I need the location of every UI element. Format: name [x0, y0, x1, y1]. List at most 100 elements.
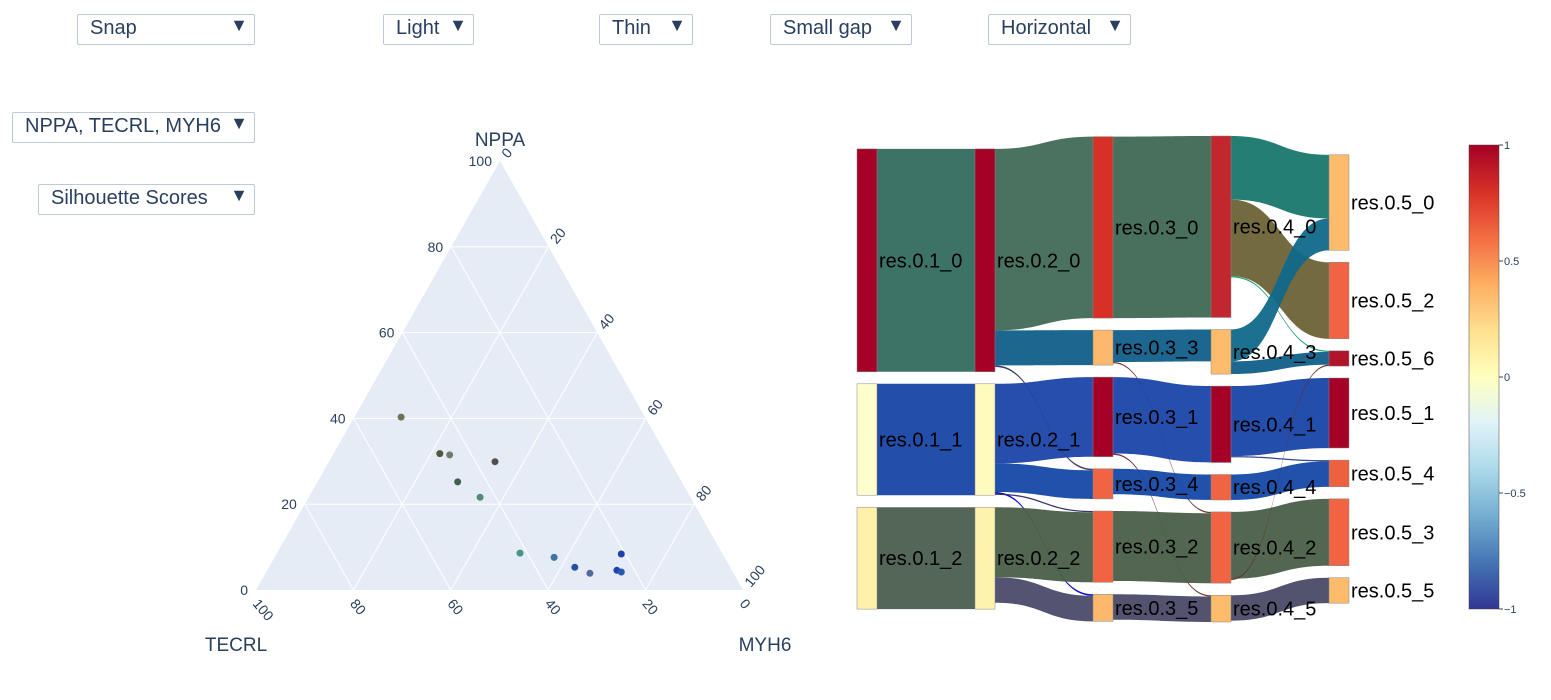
sankey-link	[877, 383, 975, 496]
c-tick-label: 60	[644, 396, 666, 418]
sankey-node-label: res.0.5_5	[1351, 580, 1434, 602]
sankey-node-label: res.0.3_3	[1115, 338, 1198, 360]
a-tick-label: 100	[469, 153, 493, 169]
sankey-node-label: res.0.2_2	[997, 548, 1080, 570]
genes-dropdown-label: NPPA, TECRL, MYH6	[25, 115, 221, 137]
sankey-node	[856, 383, 878, 496]
sankey-node-label: res.0.5_1	[1351, 403, 1434, 425]
sankey-node-label: res.0.4_3	[1233, 342, 1316, 364]
sankey-node	[974, 506, 996, 610]
sankey-nodes: res.0.1_0 res.0.1_1 res.0.1_2 res.0.2_0 res.…	[856, 135, 1434, 623]
sankey-link	[1231, 378, 1329, 457]
sankey-link	[1113, 594, 1211, 622]
colorbar: 1 0.5 0 −0.5 −1	[1468, 140, 1526, 616]
b-tick-label: 80	[347, 596, 369, 618]
gridline-c	[450, 332, 598, 591]
sankey-node-label: res.0.4_2	[1233, 538, 1316, 560]
thickness-dropdown-label: Thin	[612, 17, 651, 39]
sankey-node	[1092, 594, 1114, 622]
c-tick-label: 100	[741, 562, 768, 590]
ternary-point	[550, 553, 558, 561]
genes-dropdown[interactable]: NPPA, TECRL, MYH6 ▼	[12, 112, 255, 143]
c-tick-label: 20	[547, 224, 569, 246]
sankey-node	[856, 148, 878, 373]
sankey-node	[1328, 154, 1350, 251]
thickness-dropdown[interactable]: Thin ▼	[599, 14, 693, 45]
sankey-node	[1092, 510, 1114, 583]
a-tick-label: 60	[379, 325, 395, 341]
sankey-link	[1231, 352, 1329, 375]
sankey-node-label: res.0.5_6	[1351, 348, 1434, 370]
sankey-node	[1328, 577, 1350, 604]
sankey-node-label: res.0.1_0	[879, 250, 962, 272]
sankey-node	[1092, 468, 1114, 500]
sankey-link	[1113, 329, 1211, 362]
b-tick-label: 0	[737, 596, 754, 612]
colorbar-scale	[1468, 144, 1500, 610]
sankey-node	[1210, 511, 1232, 584]
ternary-point	[571, 563, 579, 571]
colorbar-tick-label: −1	[1504, 604, 1517, 616]
ternary-point	[586, 569, 594, 577]
colorbar-tick-label: −0.5	[1504, 488, 1526, 500]
theme-dropdown[interactable]: Light ▼	[383, 14, 474, 45]
sankey-node-label: res.0.3_1	[1115, 407, 1198, 429]
orientation-dropdown[interactable]: Horizontal ▼	[988, 14, 1131, 45]
ternary-point	[454, 478, 462, 486]
gridline-b	[353, 418, 452, 591]
sankey-link	[1231, 498, 1329, 579]
metric-dropdown[interactable]: Silhouette Scores ▼	[38, 184, 255, 215]
theme-dropdown-label: Light	[396, 17, 440, 39]
axis-title-a: NPPA	[475, 130, 526, 151]
sankey-link	[1231, 364, 1329, 581]
ternary-point	[436, 450, 444, 458]
sankey-node-label: res.0.4_0	[1233, 217, 1316, 239]
axis-title-c: MYH6	[739, 635, 792, 656]
sankey-link	[995, 463, 1093, 499]
ternary-point	[397, 413, 405, 421]
ternary-point	[476, 493, 484, 501]
sankey-link	[1231, 136, 1329, 219]
chevron-down-icon: ▼	[887, 15, 905, 35]
sankey-link	[1113, 468, 1211, 500]
sankey-node-label: res.0.4_1	[1233, 414, 1316, 436]
sankey-link	[995, 577, 1093, 622]
sankey-link	[1113, 377, 1211, 463]
ternary-background	[256, 161, 743, 590]
sankey-node-label: res.0.3_2	[1115, 537, 1198, 559]
sankey-node-label: res.0.1_1	[879, 430, 962, 452]
sankey-node	[1210, 474, 1232, 501]
snap-dropdown[interactable]: Snap ▼	[77, 14, 255, 45]
colorbar-tick-label: 0	[1504, 372, 1510, 384]
gap-dropdown[interactable]: Small gap ▼	[770, 14, 912, 45]
a-tick-label: 40	[330, 410, 346, 426]
sankey-link	[877, 148, 975, 372]
sankey-node-label: res.0.4_5	[1233, 599, 1316, 621]
sankey-node	[856, 506, 878, 610]
colorbar-tick-label: 0.5	[1504, 256, 1519, 268]
sankey-node-label: res.0.5_0	[1351, 193, 1434, 215]
sankey-node	[1210, 595, 1232, 623]
a-tick-label: 20	[281, 496, 297, 512]
chevron-down-icon: ▼	[668, 15, 686, 35]
sankey-node	[1328, 377, 1350, 449]
sankey-node	[1210, 135, 1232, 318]
sankey-node-label: res.0.3_4	[1115, 474, 1198, 496]
sankey-node	[974, 383, 996, 496]
gridline-c	[547, 418, 647, 591]
gridline-b	[401, 332, 549, 591]
sankey-node	[1092, 136, 1114, 319]
sankey-node	[1210, 385, 1232, 463]
sankey-node	[1328, 350, 1350, 367]
sankey-node-label: res.0.5_3	[1351, 522, 1434, 544]
snap-dropdown-label: Snap	[90, 17, 137, 39]
sankey-link	[1231, 577, 1329, 621]
sankey-link	[995, 330, 1093, 366]
metric-dropdown-label: Silhouette Scores	[51, 187, 208, 209]
ternary-point	[516, 549, 524, 557]
sankey-node-label: res.0.5_2	[1351, 291, 1434, 313]
ternary-point	[491, 458, 499, 466]
sankey-node-label: res.0.4_4	[1233, 477, 1316, 499]
b-tick-label: 60	[445, 596, 467, 618]
